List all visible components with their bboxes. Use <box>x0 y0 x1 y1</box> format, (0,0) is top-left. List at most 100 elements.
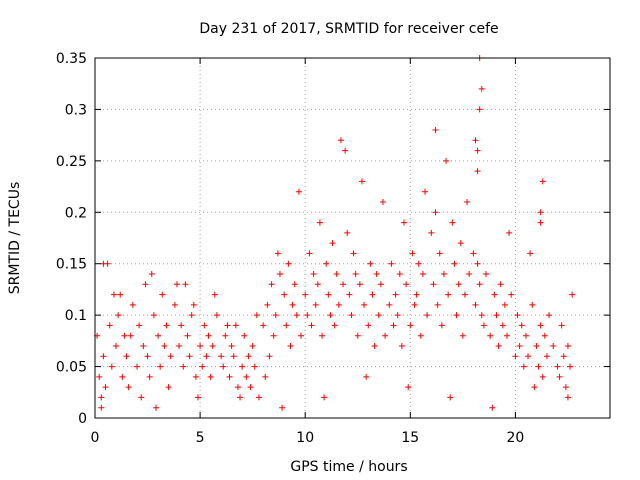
data-point <box>478 312 485 319</box>
data-point <box>512 353 519 360</box>
data-point <box>388 260 395 267</box>
data-point <box>234 384 241 391</box>
data-point <box>266 353 273 360</box>
data-point <box>102 384 109 391</box>
data-point <box>150 312 157 319</box>
data-point <box>98 404 105 411</box>
data-point <box>424 312 431 319</box>
data-point <box>264 301 271 308</box>
data-point <box>321 394 328 401</box>
x-tick-label: 0 <box>91 430 100 446</box>
data-point <box>100 353 107 360</box>
x-axis-label: GPS time / hours <box>290 459 407 475</box>
data-point <box>308 322 315 329</box>
data-point <box>476 281 483 288</box>
data-point <box>178 322 185 329</box>
grid <box>95 58 610 418</box>
data-point <box>262 373 269 380</box>
data-point <box>298 332 304 339</box>
data-point <box>482 271 489 277</box>
data-point <box>337 137 344 144</box>
data-point <box>539 178 546 185</box>
data-point <box>350 250 357 257</box>
data-point <box>203 353 210 360</box>
data-point <box>537 219 544 226</box>
data-point <box>281 291 288 298</box>
data-point <box>369 291 376 298</box>
data-point <box>260 322 267 329</box>
data-point <box>255 394 262 401</box>
data-point <box>529 301 536 308</box>
data-point <box>119 373 126 380</box>
data-point <box>487 332 494 339</box>
data-point <box>567 363 574 370</box>
x-tick-label: 5 <box>196 430 205 446</box>
data-point <box>287 343 294 349</box>
x-tick-label: 20 <box>506 430 524 446</box>
data-point <box>136 322 143 329</box>
data-point <box>430 281 437 288</box>
data-point <box>115 312 122 319</box>
data-point <box>457 240 464 247</box>
data-point <box>392 291 399 298</box>
data-point <box>140 343 147 349</box>
data-point <box>167 353 174 360</box>
data-point <box>304 312 311 319</box>
data-point <box>323 260 330 267</box>
data-point <box>319 332 326 339</box>
data-point <box>470 250 477 257</box>
data-point <box>342 147 349 154</box>
data-point <box>466 271 473 277</box>
data-point <box>192 373 199 380</box>
data-point <box>123 353 130 360</box>
data-point <box>224 322 231 329</box>
data-point <box>373 271 380 277</box>
data-point <box>157 363 164 370</box>
y-tick-label: 0 <box>78 411 87 427</box>
data-point <box>491 291 498 298</box>
data-point <box>106 322 113 329</box>
data-point <box>445 291 452 298</box>
data-point <box>516 343 523 349</box>
data-point <box>314 281 321 288</box>
data-point <box>199 363 206 370</box>
data-point <box>396 271 403 277</box>
data-point <box>340 281 347 288</box>
data-point <box>501 301 508 308</box>
data-point <box>560 353 567 360</box>
data-point <box>506 229 513 236</box>
data-point <box>142 281 149 288</box>
data-point <box>195 394 201 401</box>
data-point <box>270 332 277 339</box>
data-point <box>415 260 422 267</box>
data-point <box>127 332 134 339</box>
data-point <box>333 271 340 277</box>
data-point <box>293 312 300 319</box>
data-point <box>459 332 466 339</box>
data-point <box>443 157 450 164</box>
data-point <box>449 219 456 226</box>
data-point <box>218 353 225 360</box>
data-point <box>377 281 384 288</box>
data-point <box>432 127 439 133</box>
data-point <box>173 281 180 288</box>
data-point <box>455 281 462 288</box>
data-point <box>310 271 317 277</box>
data-point <box>346 291 353 298</box>
data-point <box>537 209 544 216</box>
data-point <box>291 281 298 288</box>
data-point <box>390 322 397 329</box>
data-point <box>176 343 183 349</box>
data-point <box>171 301 178 308</box>
data-point <box>152 404 159 411</box>
data-point <box>518 322 525 329</box>
data-point <box>138 394 145 401</box>
data-point <box>375 312 382 319</box>
data-point <box>556 373 563 380</box>
data-point <box>451 260 458 267</box>
data-point <box>117 291 124 298</box>
data-point <box>480 322 487 329</box>
data-point <box>285 260 292 267</box>
data-point <box>434 301 441 308</box>
